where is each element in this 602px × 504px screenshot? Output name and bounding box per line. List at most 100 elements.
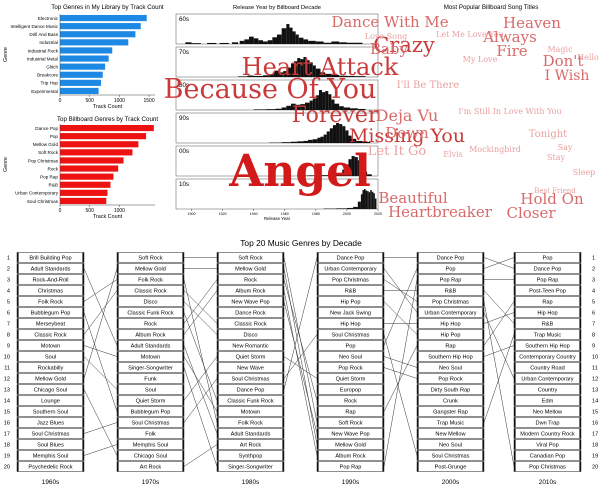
genre-cell-marker [382, 461, 384, 472]
genre-cell-marker [417, 406, 419, 417]
genre-cell-marker [382, 395, 384, 406]
genre-label: Pop Rock [438, 377, 462, 383]
genre-cell-marker [282, 373, 284, 384]
genre-label: Soul Blues [37, 443, 64, 449]
histogram-bar [287, 67, 291, 77]
rank-connector [483, 312, 515, 324]
genre-cell-marker [217, 318, 219, 329]
bar [60, 157, 124, 164]
genre-cell-marker [282, 318, 284, 329]
genre-label: Dirty South Rap [431, 388, 470, 394]
genre-label: Southern Soul [33, 410, 68, 416]
word: Say [558, 143, 573, 152]
word: Don't [543, 52, 584, 70]
histogram-bar [342, 126, 346, 143]
rank-connector [183, 279, 218, 324]
genre-cell-marker [579, 329, 581, 340]
histogram-bar [231, 42, 239, 44]
rank-connector [83, 290, 118, 335]
bar [60, 55, 109, 62]
genre-cell-marker [82, 318, 84, 329]
genre-cell-marker [382, 340, 384, 351]
bar [60, 197, 107, 205]
genre-cell-marker [317, 351, 319, 362]
genre-label: Pop Rock [338, 366, 362, 372]
genre-cell-marker [514, 329, 516, 340]
histogram-bar [332, 125, 337, 143]
histogram-bar [294, 61, 298, 77]
genre-label: Classic Rock [134, 289, 167, 295]
genre-cell-marker [17, 417, 19, 428]
rank-label: 13 [592, 388, 598, 394]
genre-label: Album Rock [135, 333, 165, 339]
rank-label: 19 [4, 454, 10, 460]
genre-label: Folk Rock [238, 421, 263, 427]
genre-cell-marker [117, 461, 119, 472]
bar [60, 181, 111, 188]
histogram-bar [283, 71, 288, 77]
histogram-bar [336, 208, 347, 209]
genre-label: Europop [340, 388, 361, 394]
bar [60, 47, 113, 54]
genre-cell-marker [417, 318, 419, 329]
genre-cell-marker [17, 296, 19, 307]
genre-cell-marker [482, 461, 484, 472]
histogram-bar [239, 40, 245, 44]
rank-connector [183, 444, 218, 467]
panel-frame [175, 79, 379, 111]
rank-label: 12 [592, 377, 598, 383]
bar [60, 124, 154, 132]
histogram-bar [320, 72, 326, 77]
genre-cell-marker [117, 362, 119, 373]
rank-connector [383, 345, 418, 412]
genre-cell-marker [417, 461, 419, 472]
genre-cell-marker [217, 274, 219, 285]
rank-connector [83, 345, 118, 357]
genre-label: Rockabilly [38, 366, 64, 372]
genre-cell-marker [117, 329, 119, 340]
histogram-bar [290, 103, 296, 110]
histogram-bar [346, 207, 354, 209]
rank-connector [383, 356, 418, 368]
panel-label: 90s [179, 115, 189, 122]
rank-label: 3 [7, 278, 10, 284]
genre-label: Lounge [41, 399, 60, 405]
histogram-bar [371, 191, 374, 209]
histogram-bar [318, 175, 329, 176]
genre-cell-marker [82, 450, 84, 461]
genre-cell-marker [82, 384, 84, 395]
genre-cell-marker [482, 263, 484, 274]
bar [60, 165, 119, 172]
bar [60, 87, 99, 95]
genre-decade-bump-chart: Top 20 Music Genres by Decade 1 1 2 2 3 3 4 4 5 5 6… [0, 232, 602, 504]
genre-cell-marker [217, 307, 219, 318]
genre-cell-marker [579, 318, 581, 329]
genre-cell-marker [417, 384, 419, 395]
genre-label: Synthpop [239, 454, 263, 460]
rank-label: 8 [7, 333, 10, 339]
genre-cell-marker [579, 384, 581, 395]
word: I Wish [545, 68, 590, 84]
bar [60, 23, 141, 30]
category-label: Electronic [38, 16, 59, 21]
genre-label: Bubblegum Pop [131, 410, 171, 416]
rank-connector [483, 301, 515, 467]
genre-label: Mellow Gold [135, 267, 166, 273]
histogram-bar [185, 42, 192, 44]
genre-cell-marker [579, 428, 581, 439]
genre-cell-marker [514, 252, 516, 263]
bar [60, 71, 103, 78]
rank-label: 18 [592, 443, 598, 449]
genre-cell-marker [382, 285, 384, 296]
genre-cell-marker [282, 351, 284, 362]
genre-cell-marker [482, 417, 484, 428]
genre-label: Singer-Songwriter [128, 366, 173, 372]
genre-label: Urban Contemporary [424, 311, 476, 317]
histogram-bar [263, 75, 270, 77]
histogram-bar [247, 75, 254, 77]
genre-label: Jazz Blues [37, 421, 64, 427]
genre-cell-marker [514, 428, 516, 439]
genre-cell-marker [82, 417, 84, 428]
genre-label: Rock [144, 322, 157, 328]
